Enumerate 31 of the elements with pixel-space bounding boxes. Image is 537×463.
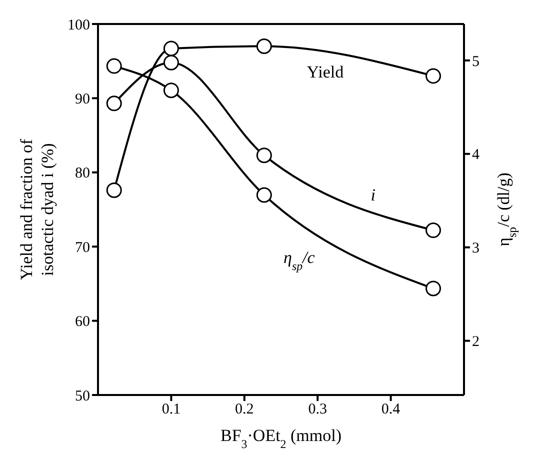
- series-label: i: [370, 185, 376, 204]
- y-tick-label: 50: [75, 388, 90, 404]
- point: [163, 54, 179, 70]
- point: [256, 38, 272, 54]
- point: [426, 280, 442, 296]
- x-tick-label: 0.4: [381, 402, 401, 418]
- y2-tick-label: 4: [472, 147, 480, 164]
- series-label: η$_{sp}$/c: [284, 248, 316, 274]
- point: [106, 182, 122, 198]
- point: [106, 58, 122, 74]
- point: [163, 40, 179, 56]
- x-tick-label: 0.2: [235, 402, 254, 418]
- point: [256, 148, 272, 164]
- y-tick-label: 70: [75, 240, 90, 256]
- y-tick-label: 80: [75, 166, 90, 182]
- x-tick-label: 0.1: [162, 402, 181, 418]
- y-tick-label: 90: [75, 92, 90, 108]
- y-axis-title: Yield and fraction of isotactic dyad i (%): [17, 138, 57, 280]
- series-label: Yield: [306, 62, 344, 82]
- y2-tick-label: 5: [472, 54, 480, 70]
- point: [426, 222, 442, 238]
- x-axis-title: BF$_{3}$·OEt$_{2}$ (mmol): [220, 426, 342, 451]
- y2-tick-label: 2: [472, 334, 480, 350]
- point: [426, 68, 442, 84]
- y-tick-label: 60: [75, 314, 90, 330]
- x-tick-label: 0.3: [308, 402, 327, 418]
- point: [106, 96, 122, 112]
- y2-tick-label: 3: [472, 240, 480, 257]
- y-tick-label: 100: [68, 17, 90, 34]
- point: [163, 82, 179, 98]
- point: [256, 187, 272, 203]
